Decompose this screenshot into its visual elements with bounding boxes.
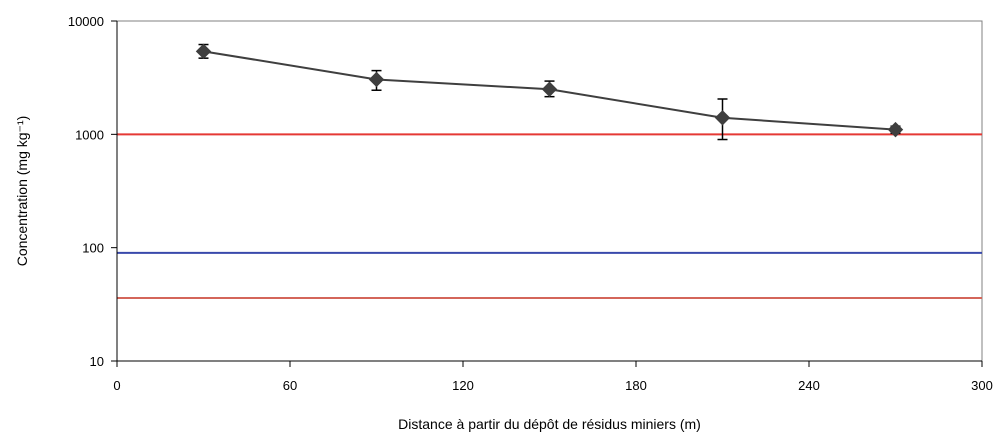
x-tick-label: 300 (971, 378, 993, 393)
data-point-2 (368, 71, 385, 88)
data-point-1 (195, 43, 212, 60)
data-point-3 (541, 81, 558, 97)
x-tick-label: 60 (283, 378, 297, 393)
x-ticks: 0 60 120 180 240 300 (113, 361, 993, 393)
x-tick-label: 180 (625, 378, 647, 393)
y-tick-label: 1000 (75, 127, 104, 142)
y-tick-label: 10000 (68, 14, 104, 29)
reference-lines (117, 133, 982, 299)
y-ticks: 10 100 1000 10000 (68, 14, 117, 369)
plot-area (116, 20, 983, 362)
y-tick-label: 10 (90, 354, 104, 369)
data-point-5 (887, 121, 904, 138)
series-group (195, 43, 904, 141)
y-axis-label: Concentration (mg kg⁻¹) (14, 116, 30, 267)
x-axis-label: Distance à partir du dépôt de résidus mi… (398, 416, 701, 432)
x-tick-label: 240 (798, 378, 820, 393)
data-point-4 (714, 110, 731, 126)
x-tick-label: 0 (113, 378, 120, 393)
x-tick-label: 120 (452, 378, 474, 393)
y-tick-label: 100 (82, 241, 104, 256)
